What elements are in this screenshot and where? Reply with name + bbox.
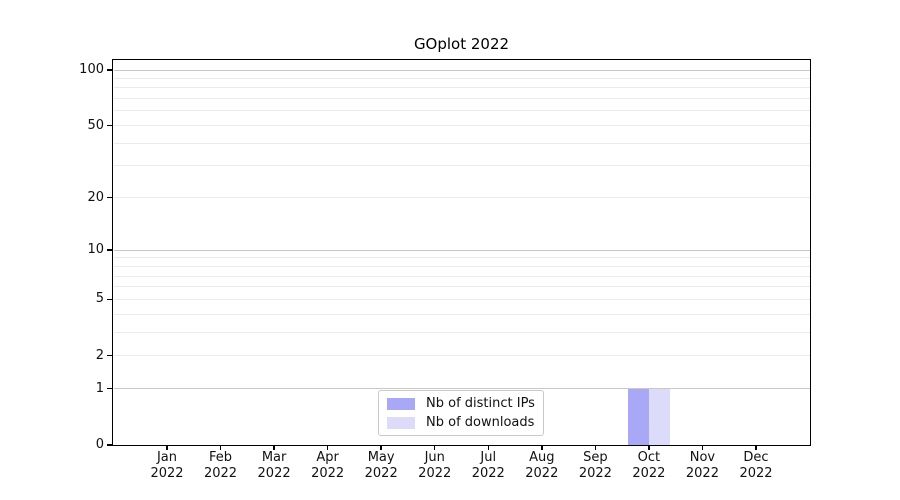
x-tick-month: Dec [743,450,769,465]
major-gridline [114,69,810,71]
major-gridline [114,249,810,251]
y-tick-mark [107,387,112,390]
y-tick-label: 20 [87,189,104,205]
legend-entry: Nb of downloads [387,415,535,431]
x-tick-year: 2022 [632,466,666,481]
y-tick-label: 100 [79,62,104,77]
x-tick-label: Jul 2022 [456,450,520,482]
x-tick-label: Apr 2022 [296,450,360,482]
x-tick-month: Jul [480,450,497,465]
x-tick-mark [166,446,168,450]
minor-gridline [114,355,810,357]
y-tick-label: 10 [87,242,104,258]
x-tick-mark [594,446,597,450]
x-tick-label: May 2022 [349,450,413,482]
x-tick-month: Apr [316,450,339,465]
x-tick-year: 2022 [578,466,612,481]
minor-gridline [114,257,810,259]
x-tick-year: 2022 [418,466,452,481]
x-tick-year: 2022 [311,466,345,481]
y-tick-mark [107,444,112,446]
major-gridline [114,388,810,390]
x-tick-year: 2022 [203,466,238,481]
x-tick-month: Sep [583,450,608,465]
minor-gridline [114,87,810,89]
x-tick-mark [648,446,650,450]
x-tick-label: Dec 2022 [724,450,788,482]
x-tick-mark [487,446,490,450]
x-tick-year: 2022 [685,466,719,481]
minor-gridline [114,286,810,288]
legend: Nb of distinct IPs Nb of downloads [378,390,544,436]
x-tick-mark [433,446,436,450]
minor-gridline [114,275,810,277]
minor-gridline [114,197,810,199]
minor-gridline [114,298,810,300]
legend-swatch-icon [387,397,415,410]
x-tick-year: 2022 [364,466,398,481]
x-tick-month: Oct [637,450,661,465]
x-tick-mark [273,446,275,450]
minor-gridline [114,125,810,127]
y-tick-mark [107,69,112,71]
x-tick-year: 2022 [150,466,184,481]
y-tick-label: 0 [95,437,104,452]
x-tick-mark [755,446,757,450]
legend-label: Nb of downloads [426,414,535,430]
minor-gridline [114,331,810,333]
legend-label: Nb of distinct IPs [426,395,535,411]
x-tick-month: Nov [689,450,716,465]
bar-nb-of-distinct-ips [627,388,649,445]
y-tick-label: 50 [87,117,104,133]
minor-gridline [114,165,810,167]
chart-title: GOplot 2022 [413,35,510,53]
x-tick-mark [380,446,382,450]
y-tick-mark [107,124,112,127]
x-tick-mark [701,446,704,450]
minor-gridline [114,98,810,100]
legend-swatch-icon [387,416,415,429]
y-tick-label: 1 [95,380,104,396]
x-tick-year: 2022 [525,466,559,481]
legend-entry: Nb of distinct IPs [387,396,535,412]
minor-gridline [114,142,810,144]
x-tick-mark [541,446,543,450]
minor-gridline [114,265,810,267]
y-tick-mark [107,354,112,357]
y-tick-mark [107,298,112,301]
x-tick-label: Nov 2022 [670,450,734,482]
y-tick-mark [107,196,112,199]
bar-nb-of-downloads [648,388,671,445]
x-tick-month: Jan [156,450,178,465]
x-tick-year: 2022 [257,466,291,481]
x-tick-month: Jun [424,450,445,465]
x-tick-month: May [367,450,395,465]
x-tick-month: Aug [529,450,555,465]
y-tick-label: 2 [95,347,104,363]
x-tick-month: Mar [261,450,287,465]
x-tick-mark [219,446,222,450]
x-tick-label: Feb 2022 [189,450,253,482]
x-tick-year: 2022 [739,466,773,481]
minor-gridline [114,77,810,79]
x-tick-mark [326,446,329,450]
x-tick-year: 2022 [471,466,505,481]
minor-gridline [114,313,810,315]
y-tick-mark [107,249,112,251]
y-tick-label: 5 [95,291,104,307]
x-tick-label: Jan 2022 [135,450,199,482]
minor-gridline [114,110,810,112]
x-tick-label: Mar 2022 [242,450,306,482]
x-tick-label: Aug 2022 [510,450,574,482]
x-tick-label: Oct 2022 [617,450,681,482]
x-tick-label: Sep 2022 [563,450,627,482]
x-tick-label: Jun 2022 [403,450,467,482]
x-tick-month: Feb [209,450,233,465]
